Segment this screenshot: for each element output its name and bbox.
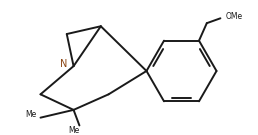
Text: Me: Me bbox=[25, 110, 36, 119]
Text: OMe: OMe bbox=[225, 12, 243, 21]
Text: Me: Me bbox=[68, 126, 79, 135]
Text: N: N bbox=[60, 59, 68, 69]
